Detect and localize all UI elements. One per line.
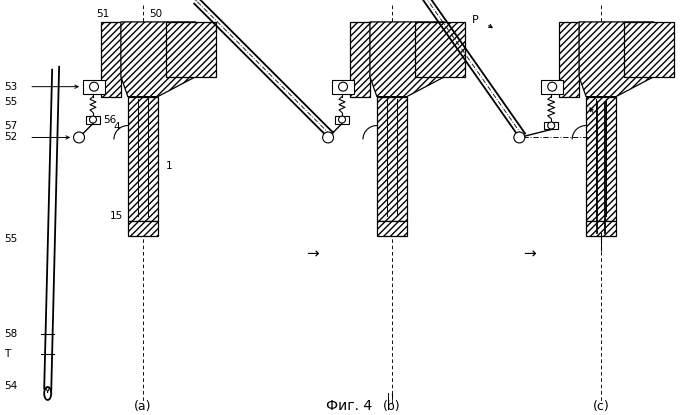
Text: Фиг. 4: Фиг. 4 <box>326 399 372 413</box>
Text: →: → <box>305 247 319 261</box>
Text: 4: 4 <box>114 122 120 132</box>
Text: 53: 53 <box>4 82 17 92</box>
Circle shape <box>89 116 96 123</box>
Circle shape <box>338 116 345 123</box>
Text: 15: 15 <box>110 211 123 221</box>
Polygon shape <box>370 22 445 97</box>
Text: 1: 1 <box>166 161 173 171</box>
Text: (c): (c) <box>593 400 610 413</box>
Polygon shape <box>350 22 370 97</box>
Bar <box>332 80 354 94</box>
Text: (a): (a) <box>134 400 152 413</box>
Polygon shape <box>579 22 654 97</box>
Polygon shape <box>586 221 616 236</box>
Polygon shape <box>128 97 158 221</box>
Text: 55: 55 <box>4 234 17 244</box>
Text: 51: 51 <box>96 9 110 19</box>
Bar <box>335 115 349 124</box>
Text: 50: 50 <box>149 9 162 19</box>
Circle shape <box>514 132 525 143</box>
Polygon shape <box>586 97 616 221</box>
Circle shape <box>548 122 555 129</box>
Polygon shape <box>415 22 465 77</box>
Circle shape <box>73 132 85 143</box>
Polygon shape <box>559 22 579 97</box>
Polygon shape <box>377 221 407 236</box>
Circle shape <box>323 132 333 143</box>
Text: P: P <box>472 15 478 25</box>
Text: I: I <box>600 241 603 251</box>
Bar <box>83 80 105 94</box>
Text: 57: 57 <box>4 120 17 130</box>
Text: 52: 52 <box>4 132 17 142</box>
Polygon shape <box>128 221 158 236</box>
Text: 55: 55 <box>4 97 17 107</box>
Circle shape <box>548 82 556 91</box>
Text: 58: 58 <box>4 329 17 339</box>
Bar <box>86 115 100 124</box>
Polygon shape <box>101 22 121 97</box>
Text: (b): (b) <box>383 400 401 413</box>
Polygon shape <box>377 97 407 221</box>
Circle shape <box>89 82 99 91</box>
Text: 56: 56 <box>103 115 116 124</box>
Circle shape <box>338 82 347 91</box>
Polygon shape <box>166 22 215 77</box>
Polygon shape <box>121 22 196 97</box>
Bar <box>545 122 559 129</box>
Text: I: I <box>387 393 390 403</box>
Polygon shape <box>624 22 674 77</box>
Ellipse shape <box>44 387 51 400</box>
Text: 54: 54 <box>4 381 17 391</box>
Text: →: → <box>523 247 535 261</box>
Text: T: T <box>4 349 10 359</box>
Bar <box>541 80 563 94</box>
